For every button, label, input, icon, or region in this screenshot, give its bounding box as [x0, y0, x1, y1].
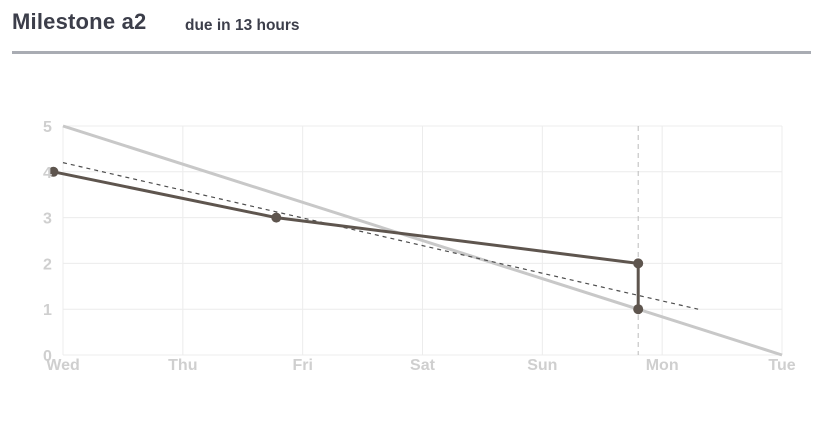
x-tick-label-wed: Wed: [46, 357, 79, 374]
series-actual-line: [53, 170, 640, 310]
trend-line-layer: [62, 162, 699, 310]
x-tick-label-fri: Fri: [292, 357, 312, 374]
y-tick-label-4: 4: [43, 165, 52, 182]
x-tick-label-sat: Sat: [410, 357, 436, 374]
y-tick-label-1: 1: [43, 302, 52, 319]
x-tick-label-thu: Thu: [168, 357, 197, 374]
series-actual-point-1: [271, 212, 282, 223]
x-tick-label-tue: Tue: [768, 357, 795, 374]
series-ideal-line: [62, 124, 783, 357]
x-tick-label-sun: Sun: [527, 357, 557, 374]
ideal-line-layer: [62, 124, 783, 357]
series-actual-point-2: [633, 258, 644, 269]
due-subtitle: due in 13 hours: [185, 17, 300, 34]
actual-line-layer: [48, 166, 644, 315]
y-tick-label-0: 0: [43, 348, 52, 365]
y-tick-label-5: 5: [43, 119, 52, 136]
series-trend-line: [62, 162, 699, 310]
x-tick-label-mon: Mon: [646, 357, 679, 374]
milestone-header: Milestone a2 due in 13 hours: [12, 0, 811, 54]
milestone-title: Milestone a2: [12, 9, 147, 34]
tick-labels-layer: 0 1 2 3 4 5 Wed Thu Fri Sat Sun Mon Tue: [43, 119, 796, 374]
series-actual-point-0: [48, 166, 59, 177]
grid-layer: [62, 125, 783, 356]
y-tick-label-3: 3: [43, 211, 52, 228]
y-tick-label-2: 2: [43, 256, 52, 273]
series-actual-point-3: [633, 304, 644, 315]
